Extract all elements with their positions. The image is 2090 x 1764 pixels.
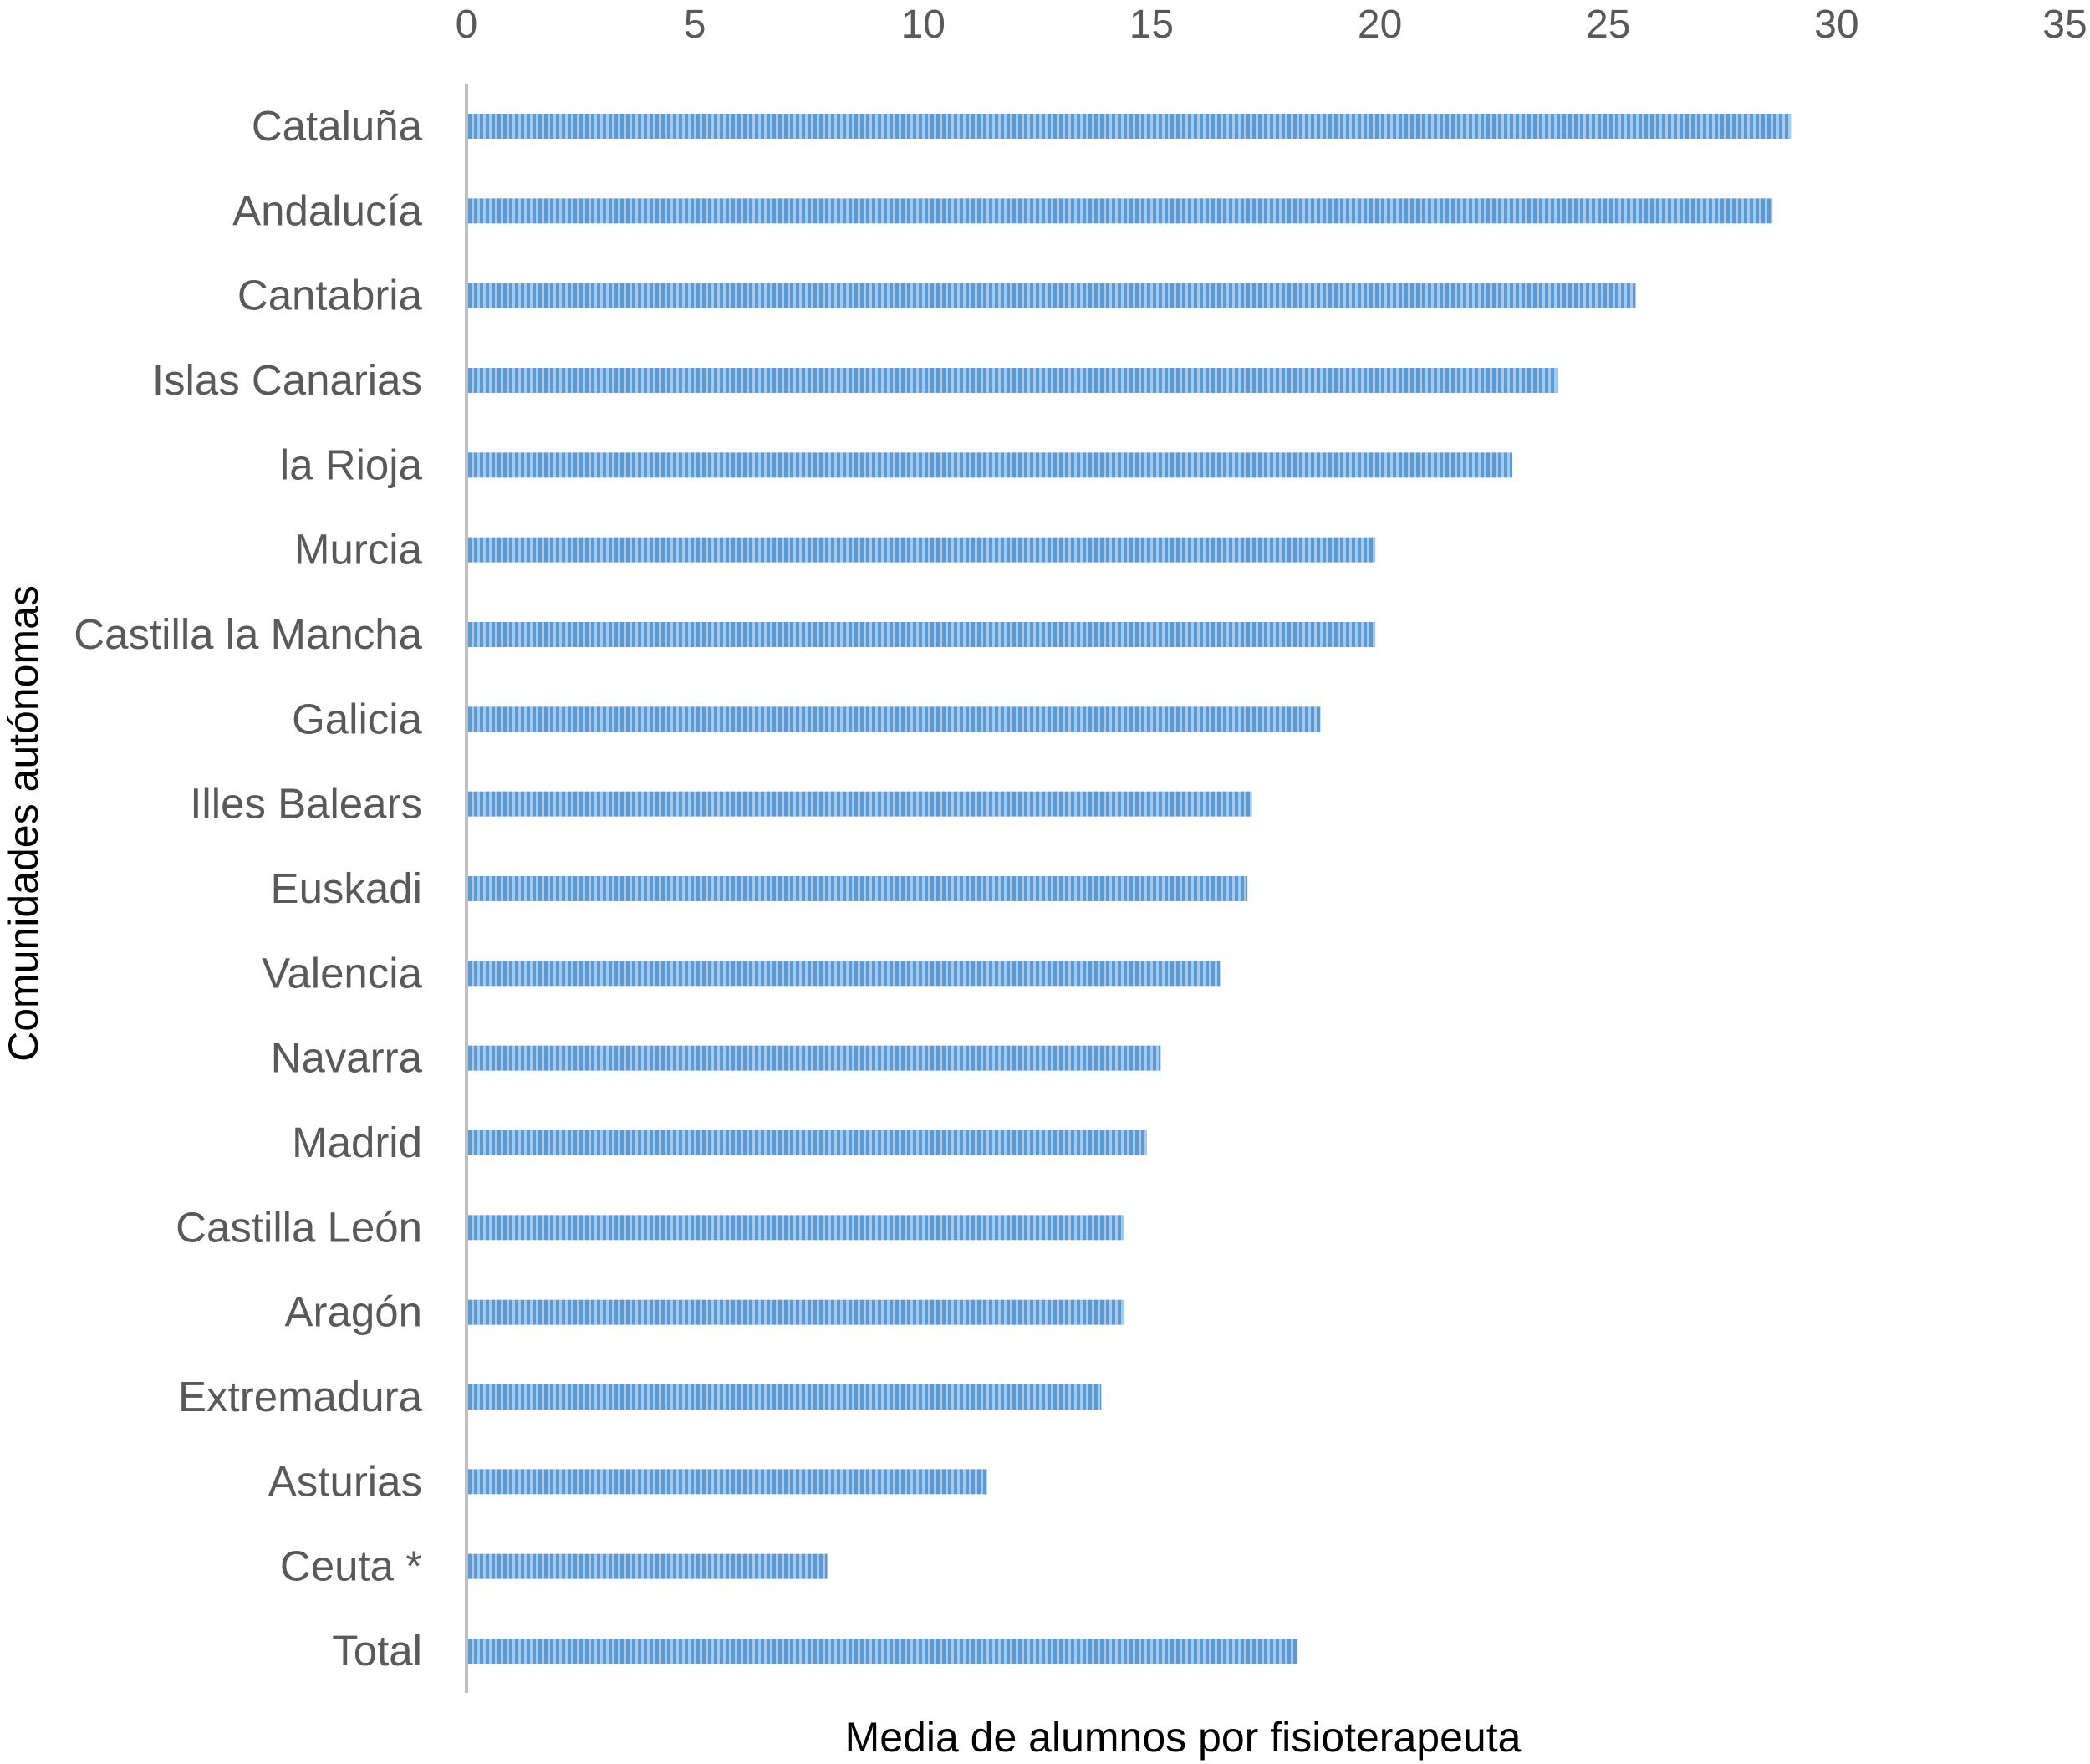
bar bbox=[468, 1299, 1124, 1325]
bar bbox=[468, 452, 1512, 478]
bar bbox=[468, 961, 1221, 987]
category-label: Navarra bbox=[271, 1034, 423, 1082]
category-label: Cataluña bbox=[252, 102, 423, 150]
category-label: Total bbox=[332, 1627, 422, 1675]
category-label: la Rioja bbox=[280, 441, 423, 488]
x-tick-label: 25 bbox=[1586, 3, 1630, 47]
category-label: Valencia bbox=[262, 949, 422, 997]
category-label: Islas Canarias bbox=[152, 356, 422, 404]
bar bbox=[468, 622, 1376, 647]
bar bbox=[468, 114, 1792, 139]
bar bbox=[468, 1384, 1102, 1410]
bar bbox=[468, 283, 1636, 308]
bar bbox=[468, 706, 1321, 732]
category-label: Euskadi bbox=[271, 864, 422, 912]
bar bbox=[468, 1639, 1298, 1664]
x-tick-label: 15 bbox=[1129, 3, 1174, 47]
bar bbox=[468, 537, 1376, 563]
x-axis-title: Media de alumnos por fisioterapeuta bbox=[845, 1714, 1522, 1761]
bars bbox=[468, 114, 1792, 1664]
category-labels: Cataluña Andalucía Cantabria Islas Canarias… bbox=[74, 102, 422, 1675]
category-label: Asturias bbox=[268, 1457, 422, 1505]
bar bbox=[468, 368, 1558, 393]
bar bbox=[468, 1130, 1147, 1155]
x-tick-label: 30 bbox=[1814, 3, 1858, 47]
category-label: Galicia bbox=[292, 695, 423, 742]
category-label: Ceuta * bbox=[280, 1542, 422, 1590]
y-axis-title: Comunidades autónomas bbox=[0, 585, 47, 1062]
bar bbox=[468, 1045, 1161, 1071]
bar bbox=[468, 1553, 828, 1579]
bar bbox=[468, 876, 1248, 901]
bar bbox=[468, 1469, 987, 1495]
x-axis-ticks: 0 5 10 15 20 25 30 35 bbox=[456, 3, 2087, 47]
category-label: Cantabria bbox=[237, 272, 423, 319]
category-label: Murcia bbox=[294, 526, 423, 574]
category-label: Madrid bbox=[292, 1119, 422, 1166]
category-label: Illes Balears bbox=[190, 780, 422, 828]
bar bbox=[468, 791, 1252, 817]
x-tick-label: 35 bbox=[2042, 3, 2087, 47]
x-tick-label: 0 bbox=[456, 3, 478, 47]
x-tick-label: 5 bbox=[684, 3, 706, 47]
category-label: Castilla la Mancha bbox=[74, 610, 422, 658]
category-label: Extremadura bbox=[178, 1373, 423, 1420]
category-label: Castilla León bbox=[176, 1203, 422, 1251]
category-label: Aragón bbox=[285, 1288, 422, 1336]
x-tick-label: 10 bbox=[901, 3, 946, 47]
bar bbox=[468, 1215, 1124, 1241]
x-tick-label: 20 bbox=[1358, 3, 1402, 47]
bar bbox=[468, 198, 1773, 224]
category-label: Andalucía bbox=[232, 186, 422, 234]
